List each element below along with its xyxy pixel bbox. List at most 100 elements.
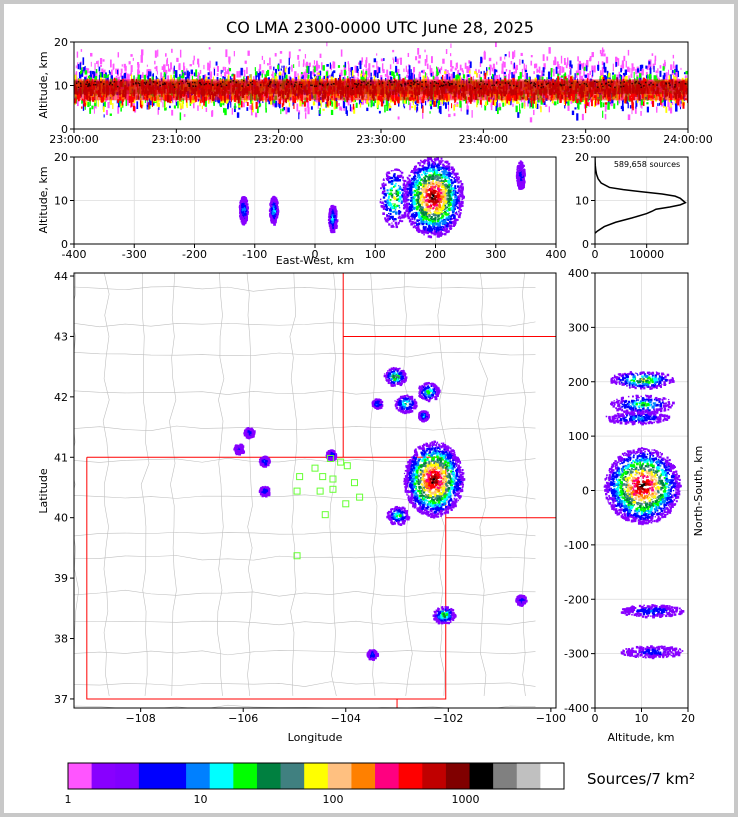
density-mark <box>489 99 492 103</box>
density-mark <box>672 70 674 74</box>
density-mark <box>553 60 556 66</box>
density-mark <box>515 105 518 113</box>
density-mark <box>306 65 309 73</box>
density-mark <box>237 95 240 104</box>
density-mark <box>382 69 385 73</box>
density-mark <box>433 101 436 107</box>
density-mark <box>144 99 146 104</box>
density-mark <box>574 107 577 110</box>
density-mark <box>341 107 343 111</box>
density-mark <box>179 103 182 109</box>
density-mark <box>80 49 83 52</box>
density-mark <box>310 106 313 110</box>
density-mark <box>367 68 369 76</box>
density-mark <box>342 77 345 80</box>
density-mark <box>438 71 440 75</box>
density-mark <box>109 71 111 75</box>
density-mark <box>627 49 630 56</box>
density-mark <box>287 67 291 75</box>
density-mark <box>583 69 585 77</box>
density-mark <box>343 65 345 68</box>
density-mark <box>291 64 293 72</box>
density-mark <box>492 74 495 82</box>
density-mark <box>130 54 133 57</box>
density-mark <box>261 73 263 78</box>
density-mark <box>469 61 472 68</box>
density-mark <box>373 75 376 82</box>
density-mark <box>457 69 460 77</box>
density-mark <box>282 106 286 111</box>
density-mark <box>250 74 252 82</box>
density-mark <box>103 114 105 118</box>
density-mark <box>670 106 673 114</box>
density-mark <box>511 72 513 79</box>
density-mark <box>139 100 142 108</box>
density-mark <box>642 101 645 106</box>
figure: CO LMA 2300-0000 UTC June 28, 2025 23:00… <box>4 4 734 813</box>
density-mark <box>355 102 358 108</box>
density-mark <box>403 92 406 100</box>
density-mark <box>392 49 395 53</box>
density-mark <box>430 68 433 77</box>
density-mark <box>387 93 390 102</box>
density-mark <box>120 100 122 106</box>
density-mark <box>313 66 316 73</box>
density-mark <box>410 94 413 98</box>
density-mark <box>225 66 227 74</box>
density-mark <box>223 76 226 82</box>
density-mark <box>411 106 414 109</box>
density-mark <box>388 92 391 98</box>
density-mark <box>422 69 425 74</box>
density-mark <box>664 59 666 68</box>
density-mark <box>536 103 539 109</box>
density-mark <box>563 57 566 63</box>
density-mark <box>572 77 576 82</box>
density-mark <box>294 71 297 78</box>
density-mark <box>239 97 242 105</box>
density-mark <box>569 70 571 78</box>
density-mark <box>589 70 592 75</box>
density-mark <box>321 62 323 70</box>
density-mark <box>117 99 120 103</box>
density-mark <box>278 98 282 105</box>
density-mark <box>580 68 582 75</box>
density-mark <box>298 75 300 80</box>
density-mark <box>79 70 82 75</box>
density-mark <box>82 103 85 111</box>
density-mark <box>130 98 133 107</box>
density-mark <box>156 100 159 107</box>
density-mark <box>638 93 641 101</box>
density-mark <box>240 100 243 108</box>
density-mark <box>87 75 91 79</box>
density-mark <box>364 64 366 67</box>
density-mark <box>577 56 579 62</box>
density-mark <box>373 70 375 76</box>
density-mark <box>210 71 213 79</box>
density-mark <box>183 114 186 117</box>
density-mark <box>227 102 230 108</box>
density-mark <box>137 95 140 99</box>
density-mark <box>460 92 463 97</box>
density-mark <box>81 106 83 109</box>
density-mark <box>424 72 426 78</box>
density-mark <box>172 67 175 74</box>
density-mark <box>577 103 580 110</box>
density-mark <box>533 109 535 116</box>
density-mark <box>222 66 225 71</box>
density-mark <box>186 101 188 108</box>
density-mark <box>533 71 535 75</box>
density-mark <box>343 69 347 76</box>
density-mark <box>144 77 147 80</box>
density-mark <box>641 69 644 76</box>
density-mark <box>267 69 270 77</box>
density-mark <box>646 102 649 105</box>
density-mark <box>284 67 287 73</box>
density-mark <box>580 93 583 99</box>
density-mark <box>631 63 634 66</box>
density-mark <box>298 60 300 67</box>
density-mark <box>154 50 157 58</box>
density-mark <box>410 72 413 81</box>
density-mark <box>594 98 597 106</box>
density-mark <box>662 66 665 71</box>
density-mark <box>498 77 500 81</box>
